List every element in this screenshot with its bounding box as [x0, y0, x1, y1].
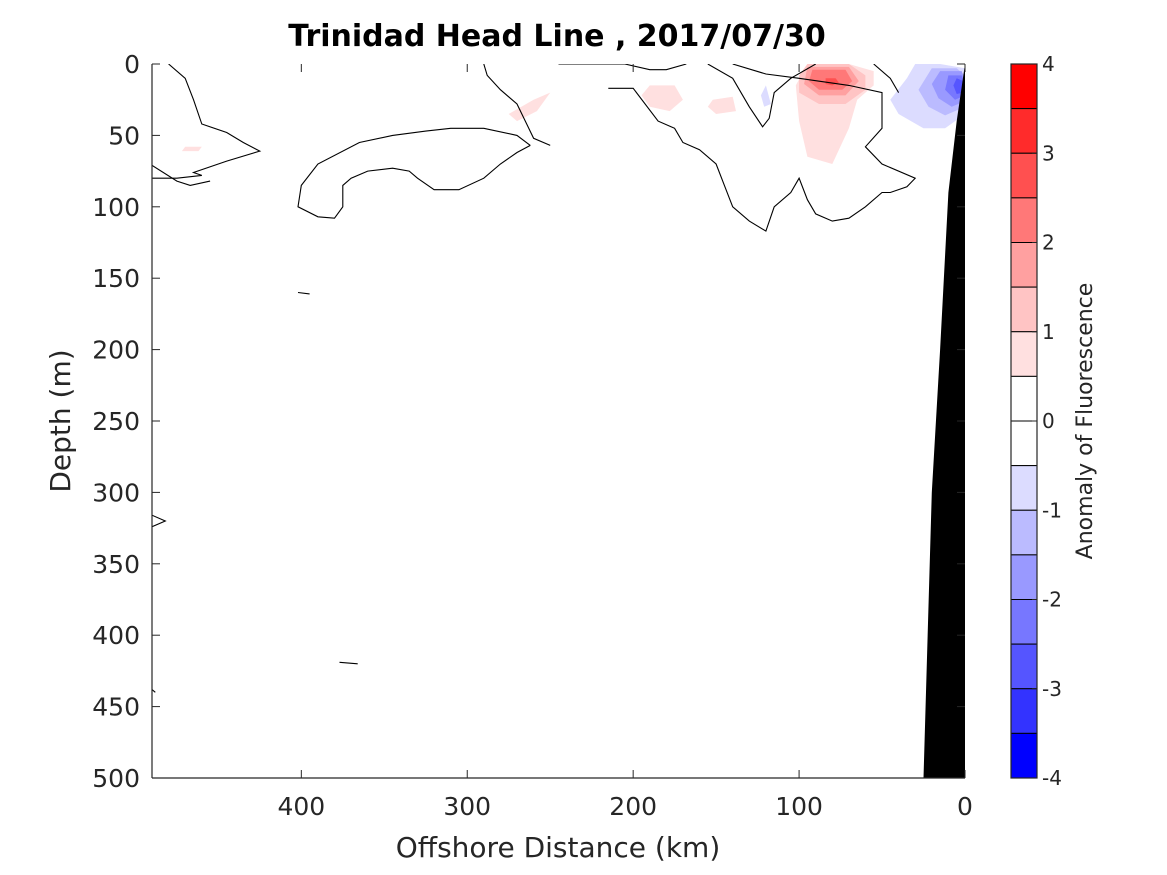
colorbar-band-5 — [1010, 286, 1038, 333]
anomaly-region-7 — [707, 96, 736, 114]
anomaly-region-14 — [953, 78, 964, 94]
y-axis-label: Depth (m) — [44, 349, 77, 492]
zero-contour-line-8 — [152, 514, 167, 528]
anomaly-region-8 — [181, 146, 202, 152]
colorbar-band-4 — [1010, 242, 1038, 288]
y-tick-label-9: 450 — [92, 693, 140, 722]
colorbar-tick-label-4: 0 — [1042, 409, 1055, 433]
x-tick-label-2: 200 — [609, 792, 657, 821]
y-tick-label-2: 100 — [92, 193, 140, 222]
zero-contour-line-4 — [297, 127, 531, 219]
colorbar-band-9 — [1010, 465, 1038, 511]
colorbar-tick-label-2: 2 — [1042, 231, 1055, 255]
colorbar-band-8 — [1010, 420, 1038, 467]
colorbar-band-15 — [1010, 732, 1038, 779]
colorbar-band-14 — [1010, 688, 1038, 734]
seafloor-bathymetry — [923, 64, 965, 778]
anomaly-region-5 — [508, 92, 551, 122]
chart-title: Trinidad Head Line , 2017/07/30 — [288, 19, 825, 54]
colorbar-band-11 — [1010, 554, 1038, 600]
y-tick-label-1: 50 — [108, 121, 140, 150]
colorbar-tick-label-6: -2 — [1042, 588, 1062, 612]
colorbar-tick-label-8: -4 — [1042, 766, 1062, 790]
y-tick-label-5: 250 — [92, 407, 140, 436]
colorbar-band-1 — [1010, 108, 1038, 154]
y-tick-label-3: 150 — [92, 264, 140, 293]
y-tick-label-0: 0 — [124, 50, 140, 79]
zero-contour-line-3 — [483, 64, 551, 146]
plot-area: 400 300 200 100 0 0 50 100 150 200 250 300 350 400 450… — [92, 50, 973, 821]
colorbar: 4 3 2 1 0 -1 -2 -3 -4 — [1010, 52, 1062, 790]
x-tick-label-0: 400 — [277, 792, 325, 821]
colorbar-tick-label-5: -1 — [1042, 498, 1062, 522]
colorbar-tick-label-3: 1 — [1042, 320, 1055, 344]
zero-contour-line-0 — [152, 64, 262, 179]
colorbar-tick-label-1: 3 — [1042, 141, 1055, 165]
colorbar-tick-label-0: 4 — [1042, 52, 1055, 76]
y-tick-label-7: 350 — [92, 550, 140, 579]
colorbar-band-7 — [1010, 375, 1038, 422]
zero-contour-line-7 — [873, 64, 900, 93]
colorbar-band-10 — [1010, 509, 1038, 556]
y-tick-label-4: 200 — [92, 336, 140, 365]
x-tick-label-4: 0 — [957, 792, 973, 821]
x-tick-label-3: 100 — [775, 792, 823, 821]
colorbar-band-12 — [1010, 599, 1038, 645]
colorbar-band-3 — [1010, 197, 1038, 243]
zero-contour-line-10 — [339, 661, 358, 665]
y-tick-label-8: 400 — [92, 621, 140, 650]
colorbar-band-2 — [1010, 152, 1038, 199]
anomaly-region-6 — [641, 85, 683, 112]
y-tick-label-10: 500 — [92, 764, 140, 793]
plot-background — [152, 64, 965, 778]
zero-contour-line-2 — [558, 64, 687, 71]
zero-contour-line-1 — [152, 164, 211, 186]
zero-contour-line-5 — [608, 64, 917, 232]
colorbar-band-6 — [1010, 331, 1038, 377]
colorbar-label: Anomaly of Fluorescence — [1073, 283, 1098, 560]
y-tick-label-6: 300 — [92, 478, 140, 507]
x-axis-label: Offshore Distance (km) — [396, 831, 721, 864]
colorbar-band-0 — [1010, 63, 1038, 110]
contour-layer — [152, 64, 965, 778]
colorbar-tick-label-7: -3 — [1042, 677, 1062, 701]
zero-contour-line-9 — [297, 291, 310, 295]
zero-contour-line-6 — [707, 64, 816, 128]
anomaly-region-9 — [760, 85, 771, 107]
colorbar-band-13 — [1010, 643, 1038, 690]
x-tick-label-1: 300 — [443, 792, 491, 821]
